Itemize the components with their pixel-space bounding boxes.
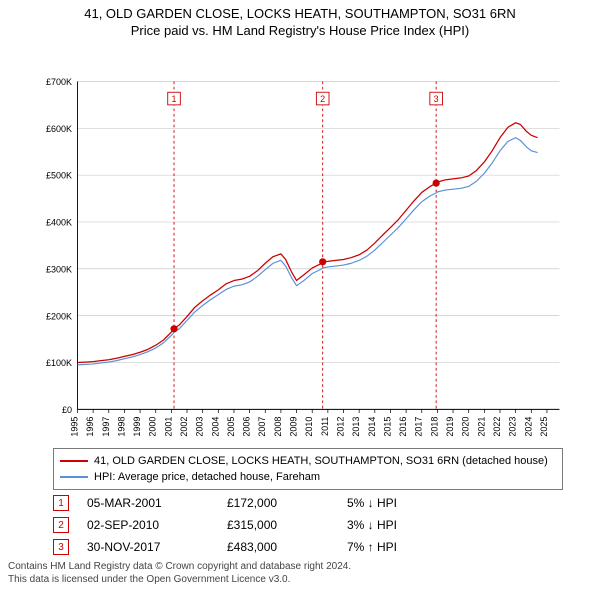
svg-text:£700K: £700K bbox=[46, 77, 72, 87]
svg-text:1999: 1999 bbox=[132, 416, 142, 436]
svg-text:2006: 2006 bbox=[242, 416, 252, 436]
svg-text:£600K: £600K bbox=[46, 124, 72, 134]
sale-event-row: 3 30-NOV-2017£483,0007% ↑ HPI bbox=[53, 536, 563, 558]
legend-label: HPI: Average price, detached house, Fare… bbox=[94, 471, 320, 483]
sale-events-list: 1 05-MAR-2001£172,0005% ↓ HPI 2 02-SEP-2010… bbox=[53, 492, 563, 558]
event-marker: 3 bbox=[53, 539, 69, 555]
title-line-2: Price paid vs. HM Land Registry's House … bbox=[0, 23, 600, 40]
svg-text:£300K: £300K bbox=[46, 264, 72, 274]
svg-text:2000: 2000 bbox=[148, 416, 158, 436]
footer-line-2: This data is licensed under the Open Gov… bbox=[8, 574, 351, 587]
event-date: 30-NOV-2017 bbox=[87, 540, 227, 554]
svg-text:£500K: £500K bbox=[46, 171, 72, 181]
svg-text:2005: 2005 bbox=[226, 416, 236, 436]
svg-text:2014: 2014 bbox=[367, 416, 377, 436]
footer-attribution: Contains HM Land Registry data © Crown c… bbox=[8, 561, 351, 586]
svg-text:3: 3 bbox=[434, 94, 439, 104]
event-marker: 2 bbox=[53, 517, 69, 533]
svg-text:2003: 2003 bbox=[195, 416, 205, 436]
svg-text:£400K: £400K bbox=[46, 217, 72, 227]
svg-text:2017: 2017 bbox=[414, 416, 424, 436]
svg-text:2019: 2019 bbox=[445, 416, 455, 436]
legend-swatch bbox=[60, 460, 88, 462]
price-chart: £0 £100K £200K £300K £400K £500K £600K £700K 199… bbox=[0, 40, 600, 440]
svg-text:1997: 1997 bbox=[101, 416, 111, 436]
svg-text:1: 1 bbox=[172, 94, 177, 104]
svg-text:2012: 2012 bbox=[336, 416, 346, 436]
svg-text:2009: 2009 bbox=[289, 416, 299, 436]
svg-text:2002: 2002 bbox=[179, 416, 189, 436]
svg-text:2001: 2001 bbox=[163, 416, 173, 436]
svg-text:£0: £0 bbox=[62, 405, 72, 415]
event-hpi-delta: 3% ↓ HPI bbox=[347, 518, 397, 532]
svg-text:1998: 1998 bbox=[116, 416, 126, 436]
title-line-1: 41, OLD GARDEN CLOSE, LOCKS HEATH, SOUTH… bbox=[0, 6, 600, 23]
svg-text:2013: 2013 bbox=[351, 416, 361, 436]
svg-text:2010: 2010 bbox=[304, 416, 314, 436]
svg-text:£100K: £100K bbox=[46, 358, 72, 368]
legend-label: 41, OLD GARDEN CLOSE, LOCKS HEATH, SOUTH… bbox=[94, 455, 548, 467]
event-marker: 1 bbox=[53, 495, 69, 511]
event-hpi-delta: 5% ↓ HPI bbox=[347, 496, 397, 510]
svg-text:2: 2 bbox=[320, 94, 325, 104]
svg-text:£200K: £200K bbox=[46, 311, 72, 321]
svg-text:2018: 2018 bbox=[429, 416, 439, 436]
legend-swatch bbox=[60, 476, 88, 478]
legend-row: 41, OLD GARDEN CLOSE, LOCKS HEATH, SOUTH… bbox=[60, 453, 556, 469]
svg-text:1996: 1996 bbox=[85, 416, 95, 436]
sale-event-row: 2 02-SEP-2010£315,0003% ↓ HPI bbox=[53, 514, 563, 536]
svg-text:2004: 2004 bbox=[210, 416, 220, 436]
svg-text:2022: 2022 bbox=[492, 416, 502, 436]
event-date: 02-SEP-2010 bbox=[87, 518, 227, 532]
sale-event-row: 1 05-MAR-2001£172,0005% ↓ HPI bbox=[53, 492, 563, 514]
legend-row: HPI: Average price, detached house, Fare… bbox=[60, 469, 556, 485]
svg-text:2007: 2007 bbox=[257, 416, 267, 436]
event-date: 05-MAR-2001 bbox=[87, 496, 227, 510]
event-price: £483,000 bbox=[227, 540, 347, 554]
svg-text:2025: 2025 bbox=[539, 416, 549, 436]
footer-line-1: Contains HM Land Registry data © Crown c… bbox=[8, 561, 351, 574]
svg-text:2020: 2020 bbox=[461, 416, 471, 436]
svg-text:2023: 2023 bbox=[508, 416, 518, 436]
event-price: £172,000 bbox=[227, 496, 347, 510]
event-hpi-delta: 7% ↑ HPI bbox=[347, 540, 397, 554]
svg-text:1995: 1995 bbox=[69, 416, 79, 436]
svg-text:2011: 2011 bbox=[320, 416, 330, 435]
chart-title-block: 41, OLD GARDEN CLOSE, LOCKS HEATH, SOUTH… bbox=[0, 0, 600, 40]
svg-text:2024: 2024 bbox=[523, 416, 533, 436]
event-price: £315,000 bbox=[227, 518, 347, 532]
legend: 41, OLD GARDEN CLOSE, LOCKS HEATH, SOUTH… bbox=[53, 448, 563, 490]
svg-text:2016: 2016 bbox=[398, 416, 408, 436]
svg-text:2021: 2021 bbox=[476, 416, 486, 436]
svg-text:2008: 2008 bbox=[273, 416, 283, 436]
svg-text:2015: 2015 bbox=[382, 416, 392, 436]
